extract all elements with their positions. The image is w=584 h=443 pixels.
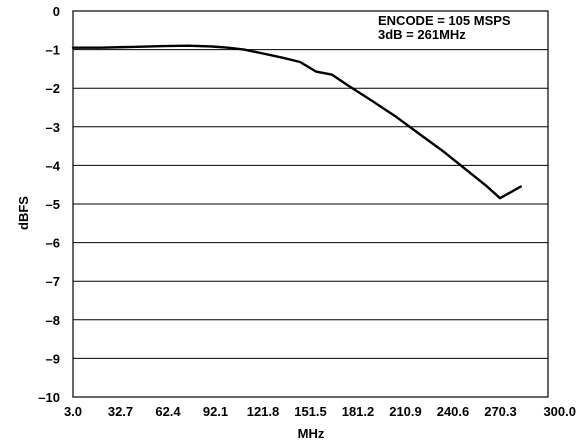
annotation-3db-bandwidth: 3dB = 261MHz <box>378 27 466 42</box>
x-tick-label: 3.0 <box>64 404 82 419</box>
x-tick-labels: 3.0 32.7 62.4 92.1 121.8 151.5 181.2 210.9 240.6… <box>64 404 576 419</box>
y-tick-label: –1 <box>46 43 60 58</box>
x-tick-label: 62.4 <box>155 404 181 419</box>
x-tick-label: 32.7 <box>108 404 133 419</box>
x-tick-label: 270.3 <box>484 404 517 419</box>
x-tick-label: 300.0 <box>543 404 576 419</box>
y-tick-label: –7 <box>46 274 60 289</box>
y-tick-label: 0 <box>53 4 60 19</box>
annotation-encode-rate: ENCODE = 105 MSPS <box>378 13 511 28</box>
y-tick-label: –8 <box>46 313 60 328</box>
y-tick-label: –6 <box>46 236 60 251</box>
x-tick-label: 121.8 <box>247 404 280 419</box>
x-tick-label: 210.9 <box>389 404 422 419</box>
y-tick-label: –4 <box>46 158 61 173</box>
y-tick-labels: 0 –1 –2 –3 –4 –5 –6 –7 –8 –9 –10 <box>38 4 60 405</box>
x-tick-label: 240.6 <box>437 404 470 419</box>
y-tick-label: –3 <box>46 120 60 135</box>
plot-frame <box>72 10 549 398</box>
y-tick-label: –10 <box>38 390 60 405</box>
grid-layer <box>73 49 548 359</box>
x-tick-label: 151.5 <box>294 404 327 419</box>
x-axis-title: MHz <box>298 426 325 441</box>
x-tick-label: 92.1 <box>203 404 228 419</box>
y-tick-label: –5 <box>46 197 60 212</box>
y-axis-title: dBFS <box>16 196 31 230</box>
y-tick-label: –2 <box>46 81 60 96</box>
y-tick-label: –9 <box>46 351 60 366</box>
x-tick-label: 181.2 <box>342 404 375 419</box>
series-line-response <box>71 44 522 200</box>
